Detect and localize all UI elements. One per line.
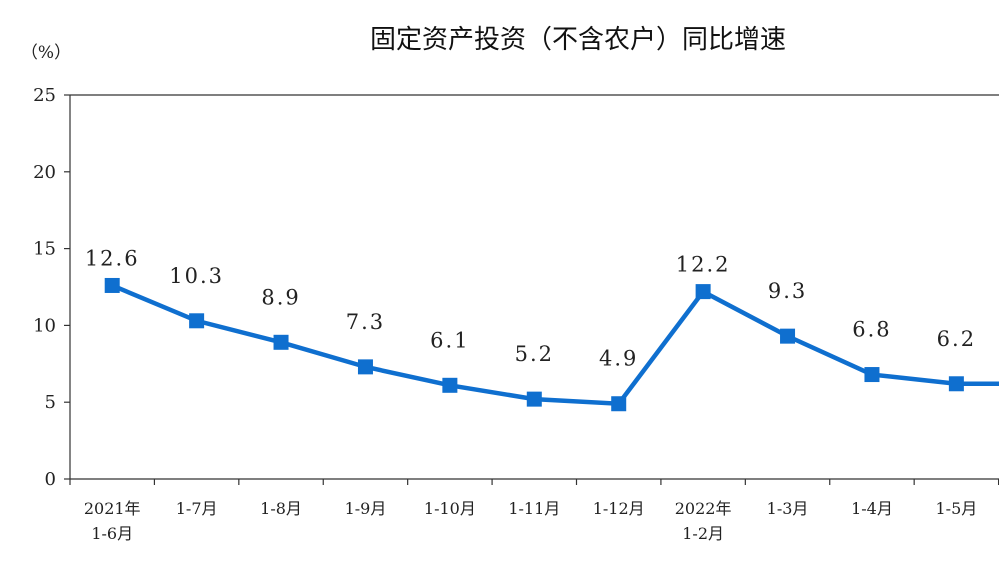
data-point-marker	[695, 284, 711, 300]
x-tick-label: 1-9月	[345, 499, 387, 518]
x-tick-label: 1-8月	[260, 499, 302, 518]
data-point-marker	[948, 376, 964, 392]
data-label: 7.3	[346, 310, 385, 334]
x-tick-label: 2021年	[84, 499, 141, 518]
data-labels: 12.6 10.3 8.9 7.3 6.1 5.2 4.9 12.2 9.3 6.8 6.2	[85, 246, 976, 371]
data-label: 12.2	[676, 253, 731, 277]
data-label: 10.3	[169, 264, 224, 288]
data-label: 8.9	[261, 285, 300, 309]
data-point-marker	[273, 334, 289, 350]
x-tick-label: 1-10月	[424, 499, 476, 518]
data-label: 6.1	[430, 328, 469, 352]
data-point-marker	[357, 359, 373, 375]
y-tick-label: 10	[33, 315, 56, 336]
chart-title: 固定资产投资（不含农户）同比增速	[370, 25, 786, 55]
data-point-marker	[442, 377, 458, 393]
data-point-marker	[189, 313, 205, 329]
y-tick-label: 15	[33, 239, 56, 260]
y-axis-ticks: 0 5 10 15 20 25	[33, 85, 70, 490]
data-point-marker	[526, 391, 542, 407]
series-line	[111, 283, 999, 407]
x-tick-label: 1-12月	[593, 499, 645, 518]
data-label: 4.9	[599, 347, 638, 371]
data-point-marker	[611, 396, 627, 412]
data-label: 6.8	[852, 318, 891, 342]
series-line-path	[111, 283, 999, 407]
y-tick-label: 25	[33, 85, 56, 106]
x-tick-label: 1-6月	[91, 524, 133, 543]
data-point-marker	[864, 367, 880, 383]
data-label: 12.6	[85, 246, 140, 270]
x-axis-ticks: 2021年 1-6月 1-7月 1-8月 1-9月 1-10月 1-11月 1-12月 2022…	[69, 479, 999, 543]
data-point-marker	[104, 277, 120, 293]
x-tick-label: 1-11月	[508, 499, 560, 518]
data-label: 9.3	[768, 279, 807, 303]
x-tick-label: 1-4月	[851, 499, 893, 518]
x-tick-label: 1-7月	[176, 499, 218, 518]
data-label: 6.2	[937, 327, 976, 351]
y-tick-label: 20	[33, 162, 56, 183]
x-tick-label: 1-2月	[682, 524, 724, 543]
y-tick-label: 5	[45, 392, 56, 413]
x-tick-label: 1-3月	[767, 499, 809, 518]
y-tick-label: 0	[45, 469, 56, 490]
series-markers	[104, 277, 964, 412]
y-axis-unit-label: （%）	[21, 43, 71, 63]
data-label: 5.2	[515, 342, 554, 366]
axes	[69, 94, 999, 480]
x-tick-label: 1-5月	[935, 499, 977, 518]
x-tick-label: 2022年	[675, 499, 732, 518]
data-point-marker	[780, 328, 796, 344]
